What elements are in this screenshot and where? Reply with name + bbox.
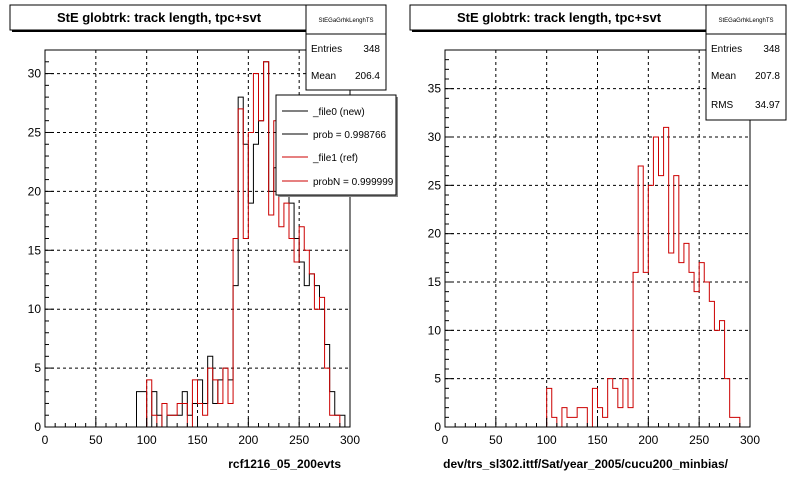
right-stats-mean-label: Mean (711, 71, 736, 82)
legend-label-prob: prob = 0.998766 (313, 130, 387, 141)
right-title-box: StE globtrk: track length, tpc+svt (409, 4, 709, 32)
right-y-tick-label-30: 30 (428, 130, 442, 144)
legend-label-file0: _file0 (new) (312, 107, 365, 118)
right-x-axis-label: dev/trs_sl302.ittf/Sat/year_2005/cucu200… (443, 457, 728, 471)
right-stats-mean-value: 207.8 (755, 71, 780, 82)
legend-label-probn: probN = 0.999999 (313, 177, 394, 188)
left-stats-entries-value: 348 (363, 44, 380, 55)
left-x-tick-label-300: 300 (340, 433, 360, 447)
left-y-tick-label-5: 5 (34, 361, 41, 375)
left-stats-mean-value: 206.4 (355, 71, 380, 82)
left-y-tick-label-20: 20 (28, 184, 42, 198)
left-x-tick-label-100: 100 (137, 433, 157, 447)
right-stats-entries-label: Entries (711, 44, 742, 55)
left-stats-box: StEGaGrhkLenghTS Entries 348 Mean 206.4 (305, 4, 387, 91)
left-title-box: StE globtrk: track length, tpc+svt (9, 4, 309, 32)
left-y-tick-label-30: 30 (28, 67, 42, 81)
left-stats-name: StEGaGrhkLenghTS (318, 18, 373, 24)
left-x-tick-label-250: 250 (289, 433, 309, 447)
left-chart-title: StE globtrk: track length, tpc+svt (57, 10, 262, 25)
left-x-axis-label: rcf1216_05_200evts (228, 457, 341, 471)
right-x-tick-label-250: 250 (689, 433, 709, 447)
right-axis-ticks: 0 50 100 150 200 250 300 0 5 10 15 20 25 30 35 (428, 59, 760, 447)
right-y-tick-label-5: 5 (434, 372, 441, 386)
right-y-tick-label-10: 10 (428, 323, 442, 337)
right-x-tick-label-200: 200 (638, 433, 658, 447)
left-x-tick-label-50: 50 (89, 433, 103, 447)
left-x-tick-label-150: 150 (187, 433, 207, 447)
left-x-tick-label-200: 200 (238, 433, 258, 447)
left-y-tick-label-15: 15 (28, 243, 42, 257)
left-x-tick-label-0: 0 (42, 433, 49, 447)
right-y-tick-label-20: 20 (428, 227, 442, 241)
right-histogram-panel: 0 50 100 150 200 250 300 0 5 10 15 20 25 30 35 StE glo… (409, 4, 787, 471)
right-y-tick-label-25: 25 (428, 178, 442, 192)
right-stats-rms-value: 34.97 (755, 100, 780, 111)
right-stats-rms-label: RMS (711, 100, 734, 111)
left-y-tick-label-25: 25 (28, 125, 42, 139)
right-y-tick-label-15: 15 (428, 275, 442, 289)
right-x-tick-label-150: 150 (587, 433, 607, 447)
right-y-tick-label-35: 35 (428, 82, 442, 96)
right-stats-box: StEGaGrhkLenghTS Entries 348 Mean 207.8 … (705, 4, 787, 121)
left-stats-mean-label: Mean (311, 71, 336, 82)
left-axis-ticks: 0 50 100 150 200 250 300 0 5 10 15 20 25 30 (28, 61, 360, 447)
right-x-tick-label-100: 100 (537, 433, 557, 447)
right-x-tick-label-50: 50 (489, 433, 503, 447)
right-y-tick-label-0: 0 (434, 420, 441, 434)
left-histogram-panel: 0 50 100 150 200 250 300 0 5 10 15 20 25 30 StE globt… (9, 4, 398, 471)
right-x-tick-label-300: 300 (740, 433, 760, 447)
right-stats-entries-value: 348 (763, 44, 780, 55)
right-stats-name: StEGaGrhkLenghTS (718, 18, 773, 24)
legend-label-file1: _file1 (ref) (312, 153, 358, 164)
left-y-tick-label-10: 10 (28, 302, 42, 316)
left-y-tick-label-0: 0 (34, 420, 41, 434)
right-x-tick-label-0: 0 (442, 433, 449, 447)
left-legend: _file0 (new) prob = 0.998766 _file1 (ref… (275, 94, 398, 197)
left-stats-entries-label: Entries (311, 44, 342, 55)
right-chart-title: StE globtrk: track length, tpc+svt (457, 10, 662, 25)
